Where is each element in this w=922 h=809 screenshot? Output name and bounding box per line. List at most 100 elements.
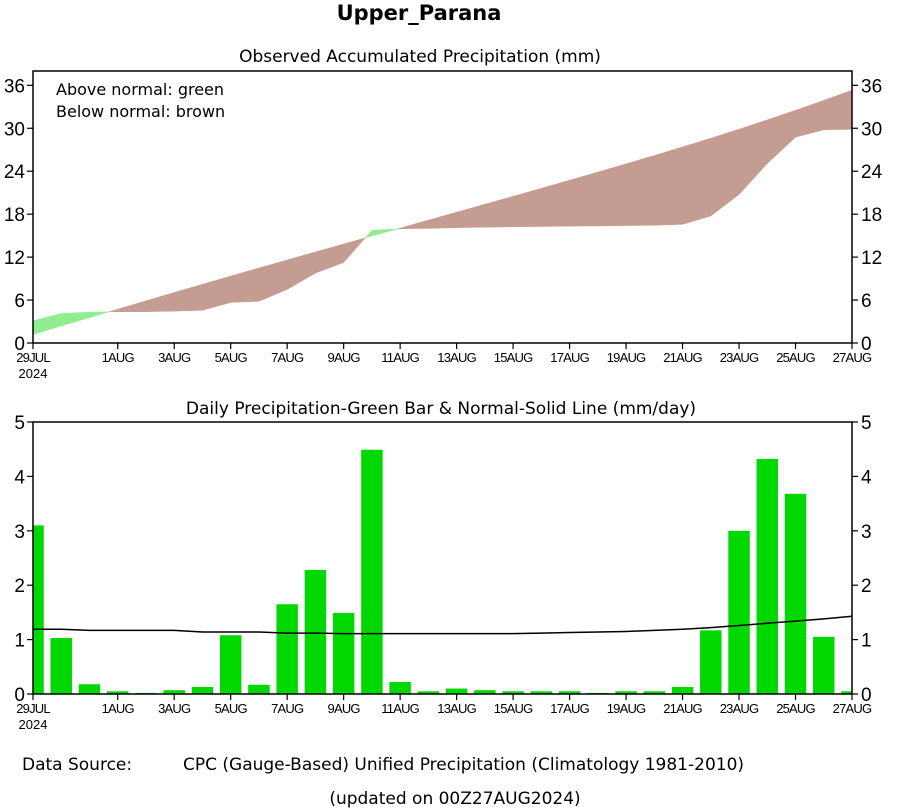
below-normal-area — [456, 203, 486, 228]
accum-xtick-label: 1AUG — [102, 350, 135, 365]
daily-xtick-label: 5AUG — [215, 701, 248, 716]
daily-bar-30JUL — [50, 637, 72, 694]
daily-chart-title: Daily Precipitation-Green Bar & Normal-S… — [186, 399, 696, 419]
below-normal-area — [428, 211, 457, 229]
daily-ytick-label-left: 4 — [14, 467, 25, 488]
accum-ytick-label-right: 12 — [861, 248, 882, 269]
daily-ytick-label-left: 3 — [14, 522, 25, 543]
below-normal-area — [397, 227, 401, 230]
daily-bar-16AUG — [530, 691, 553, 694]
below-normal-area — [230, 267, 260, 303]
accumulated-chart-title: Observed Accumulated Precipitation (mm) — [239, 47, 601, 67]
accum-ytick-label-left: 36 — [4, 76, 25, 97]
daily-ytick-label-right: 2 — [861, 576, 872, 597]
accum-xtick-label: 9AUG — [328, 350, 361, 365]
accum-xtick-label: 5AUG — [215, 350, 248, 365]
accumulated-plot-frame — [32, 70, 853, 344]
daily-ytick-label-left: 2 — [14, 576, 25, 597]
daily-ytick-label-left: 5 — [14, 413, 25, 434]
daily-year-label: 2024 — [19, 717, 48, 732]
below-normal-area — [625, 155, 655, 226]
accum-ytick-label-left: 30 — [4, 119, 25, 140]
daily-bar-22AUG — [700, 630, 722, 694]
below-normal-area — [795, 100, 825, 138]
daily-bar-23AUG — [728, 530, 750, 694]
daily-xtick-label: 19AUG — [607, 701, 646, 716]
daily-xtick-label: 23AUG — [720, 701, 759, 716]
daily-plot-frame — [32, 421, 853, 695]
below-normal-area — [202, 275, 231, 311]
accum-xtick-label: 17AUG — [550, 350, 589, 365]
accum-xtick-label: 19AUG — [607, 350, 646, 365]
accum-xtick-label: 27AUG — [833, 350, 872, 365]
daily-xtick-label: 15AUG — [494, 701, 533, 716]
daily-bar-21AUG — [671, 686, 694, 694]
daily-xtick-label: 7AUG — [271, 701, 304, 716]
daily-bar-11AUG — [389, 682, 411, 694]
accum-xtick-label: 15AUG — [494, 350, 533, 365]
accum-xtick-label: 13AUG — [437, 350, 476, 365]
below-normal-area — [315, 243, 344, 274]
page-title: Upper_Parana — [337, 1, 502, 25]
data-source-text: CPC (Gauge-Based) Unified Precipitation … — [183, 755, 744, 775]
daily-bar-31JUL — [78, 684, 101, 694]
below-normal-area — [173, 283, 203, 312]
daily-xtick-label: 25AUG — [776, 701, 815, 716]
accum-xtick-label: 7AUG — [271, 350, 304, 365]
below-normal-area — [117, 300, 147, 313]
daily-normal-line — [33, 615, 853, 635]
below-normal-area — [512, 187, 542, 228]
accum-ytick-label-right: 36 — [861, 76, 882, 97]
accum-year-label: 2024 — [19, 366, 48, 381]
daily-bars — [33, 449, 852, 694]
daily-ytick-label-right: 0 — [861, 685, 872, 706]
daily-ytick-label-left: 0 — [14, 685, 25, 706]
below-normal-area — [569, 171, 599, 227]
daily-bar-4AUG — [191, 686, 214, 694]
daily-bar-5AUG — [219, 635, 242, 694]
daily-bar-13AUG — [445, 688, 468, 694]
daily-bar-8AUG — [304, 569, 327, 694]
daily-xtick-label: 9AUG — [328, 701, 361, 716]
below-normal-area — [399, 219, 429, 230]
accum-ytick-label-right: 0 — [861, 334, 872, 355]
daily-bar-3AUG — [163, 690, 185, 694]
accumulated-chart: Observed Accumulated Precipitation (mm) … — [4, 47, 883, 381]
daily-bar-14AUG — [474, 690, 496, 694]
daily-bar-19AUG — [615, 691, 637, 694]
accum-xtick-label: 3AUG — [158, 350, 191, 365]
daily-xtick-label: 29JUL — [16, 701, 50, 716]
above-normal-area — [364, 229, 373, 239]
daily-bar-27AUG — [841, 691, 852, 694]
accum-ytick-label-right: 18 — [861, 205, 882, 226]
daily-xtick-label: 21AUG — [663, 701, 702, 716]
daily-bar-12AUG — [417, 691, 440, 694]
daily-xtick-label: 3AUG — [158, 701, 191, 716]
daily-bar-25AUG — [784, 493, 807, 694]
below-normal-area — [258, 259, 288, 302]
accum-xtick-label: 21AUG — [663, 350, 702, 365]
daily-bar-10AUG — [361, 449, 383, 694]
above-normal-area — [32, 313, 62, 335]
daily-xtick-label: 11AUG — [381, 701, 419, 716]
accumulated-axes: 0 0 6 6 12 12 18 18 24 24 30 30 36 36 29JUL 1AUG 3AUG 5AU… — [4, 76, 883, 381]
daily-chart: Daily Precipitation-Green Bar & Normal-S… — [14, 399, 872, 732]
daily-axes: 0 0 1 1 2 2 3 3 4 4 5 5 29JUL 1AUG 3AUG 5AUG 7AUG 9AUG 11A… — [14, 413, 872, 732]
accum-xtick-label: 25AUG — [776, 350, 815, 365]
accum-ytick-label-right: 30 — [861, 119, 882, 140]
below-normal-area — [710, 128, 740, 217]
below-normal-area — [108, 308, 118, 313]
legend-above-normal: Above normal: green — [56, 80, 224, 99]
daily-bar-7AUG — [276, 604, 298, 694]
below-normal-area — [682, 137, 712, 225]
accum-ytick-label-right: 24 — [861, 162, 883, 183]
accum-xtick-label: 29JUL — [16, 350, 50, 365]
daily-bar-26AUG — [813, 636, 835, 694]
below-normal-area — [823, 89, 853, 130]
below-normal-area — [654, 146, 683, 226]
above-normal-area — [371, 228, 398, 237]
daily-ytick-label-right: 5 — [861, 413, 872, 434]
accumulated-areas — [32, 89, 853, 335]
below-normal-area — [484, 196, 514, 228]
